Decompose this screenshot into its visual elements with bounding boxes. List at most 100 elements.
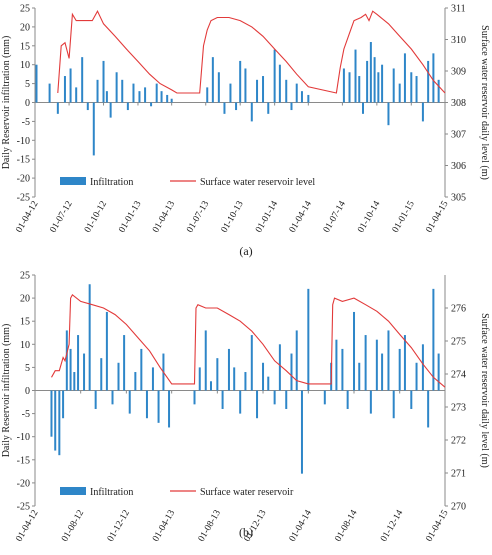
- infiltration-bar: [134, 372, 137, 391]
- y2-tick-label: 311: [451, 4, 466, 15]
- y2-tick-label: 270: [451, 502, 466, 513]
- infiltration-bar: [233, 367, 236, 391]
- x-tick-label: 01-07-14: [322, 199, 348, 234]
- infiltration-bar: [48, 83, 51, 103]
- chart-panel-1: 25 20 15 10 5 0 -5 -10 -15 -20 -25 311 310 309 308 307 3…: [1, 4, 490, 259]
- infiltration-bar: [75, 87, 78, 103]
- y-tick-label: 10: [20, 60, 30, 71]
- infiltration-bar: [300, 390, 303, 474]
- x-tick-label: 01-10-13: [220, 199, 246, 234]
- infiltration-bar: [96, 79, 99, 103]
- y2-tick-label: 307: [451, 130, 466, 141]
- infiltration-bar: [256, 79, 259, 103]
- infiltration-bar: [437, 353, 440, 391]
- x-tick-label: 01-04-13: [151, 508, 177, 543]
- x-tick-label: 01-08-14: [334, 508, 360, 543]
- legend: Infiltration Surface water reservoir: [60, 487, 294, 498]
- infiltration-bar: [398, 83, 401, 103]
- infiltration-bar: [307, 94, 310, 103]
- infiltration-bar: [346, 390, 349, 409]
- infiltration-bar: [150, 102, 153, 107]
- infiltration-bar: [285, 390, 288, 409]
- infiltration-bar: [354, 49, 357, 103]
- legend-label-infiltration: Infiltration: [90, 487, 133, 498]
- panel-label: (b): [239, 525, 253, 539]
- y2-tick-label: 271: [451, 469, 466, 480]
- infiltration-bar: [100, 358, 103, 391]
- infiltration-bar: [387, 330, 390, 391]
- infiltration-bar: [415, 76, 418, 103]
- infiltration-bar: [138, 91, 141, 103]
- infiltration-bar: [421, 344, 424, 391]
- infiltration-bar: [392, 68, 395, 103]
- infiltration-bar: [115, 72, 118, 103]
- y-tick-label: 25: [20, 271, 30, 282]
- infiltration-bar: [145, 390, 148, 419]
- infiltration-bar: [387, 102, 390, 126]
- infiltration-bar: [144, 87, 147, 103]
- infiltration-bar: [102, 60, 105, 103]
- x-tick-label: 01-07-12: [49, 199, 75, 234]
- infiltration-bar: [295, 330, 298, 391]
- infiltration-bar: [204, 330, 207, 391]
- infiltration-bar: [267, 376, 270, 391]
- infiltration-bar: [170, 98, 173, 103]
- infiltration-bar: [285, 79, 288, 103]
- infiltration-bars: [35, 42, 440, 156]
- infiltration-bar: [221, 390, 224, 409]
- infiltration-bar: [217, 72, 220, 103]
- infiltration-bar: [353, 311, 356, 391]
- infiltration-bar: [235, 102, 238, 111]
- infiltration-bar: [362, 102, 364, 114]
- panel-label: (a): [239, 244, 252, 258]
- legend-swatch-infiltration: [60, 177, 86, 185]
- y-tick-label: -15: [17, 455, 30, 466]
- infiltration-bar: [209, 381, 212, 391]
- y-tick-label: 20: [20, 294, 30, 305]
- x-tick-label: 01-10-14: [356, 199, 382, 234]
- infiltration-bar: [62, 390, 65, 419]
- infiltration-bar: [427, 60, 430, 103]
- infiltration-bar: [69, 68, 72, 103]
- infiltration-bars: [50, 284, 440, 474]
- infiltration-bar: [83, 353, 86, 391]
- x-tick-label: 01-01-13: [117, 199, 143, 234]
- infiltration-bar: [105, 311, 108, 391]
- infiltration-bar: [250, 102, 253, 122]
- infiltration-bar: [358, 76, 361, 103]
- infiltration-bar: [77, 335, 80, 391]
- infiltration-bar: [369, 42, 372, 103]
- infiltration-bar: [206, 87, 209, 103]
- infiltration-bar: [132, 83, 135, 103]
- legend-swatch-infiltration: [60, 487, 86, 495]
- y-tick-label: -10: [17, 432, 30, 443]
- x-tick-label: 01-12-12: [106, 508, 132, 543]
- y-tick-label: 5: [25, 363, 30, 374]
- infiltration-bar: [193, 390, 196, 405]
- infiltration-bar: [415, 362, 418, 391]
- infiltration-bar: [239, 60, 242, 103]
- infiltration-bar: [244, 68, 247, 103]
- y2-tick-label: 305: [451, 193, 466, 204]
- y-tick-label: 25: [20, 4, 30, 15]
- y-tick-label: -25: [17, 193, 30, 204]
- infiltration-bar: [86, 102, 89, 111]
- infiltration-bar: [307, 288, 310, 391]
- y2-tick-label: 275: [451, 337, 466, 348]
- infiltration-bar: [109, 102, 112, 118]
- infiltration-bar: [403, 335, 406, 391]
- infiltration-bar: [35, 64, 38, 103]
- infiltration-bar: [369, 390, 372, 414]
- infiltration-bar: [211, 57, 214, 103]
- infiltration-bar: [155, 83, 158, 103]
- infiltration-bar: [105, 91, 108, 103]
- y2-axis-title: Surface water reservoir daily level (m): [479, 313, 490, 468]
- y-tick-label: 15: [20, 41, 30, 52]
- x-tick-label: 01-01-14: [254, 199, 280, 234]
- infiltration-bar: [244, 372, 247, 391]
- x-tick-label: 01-04-14: [288, 199, 314, 234]
- infiltration-bar: [256, 390, 259, 419]
- infiltration-bar: [216, 358, 219, 391]
- legend-label-infiltration: Infiltration: [90, 177, 133, 188]
